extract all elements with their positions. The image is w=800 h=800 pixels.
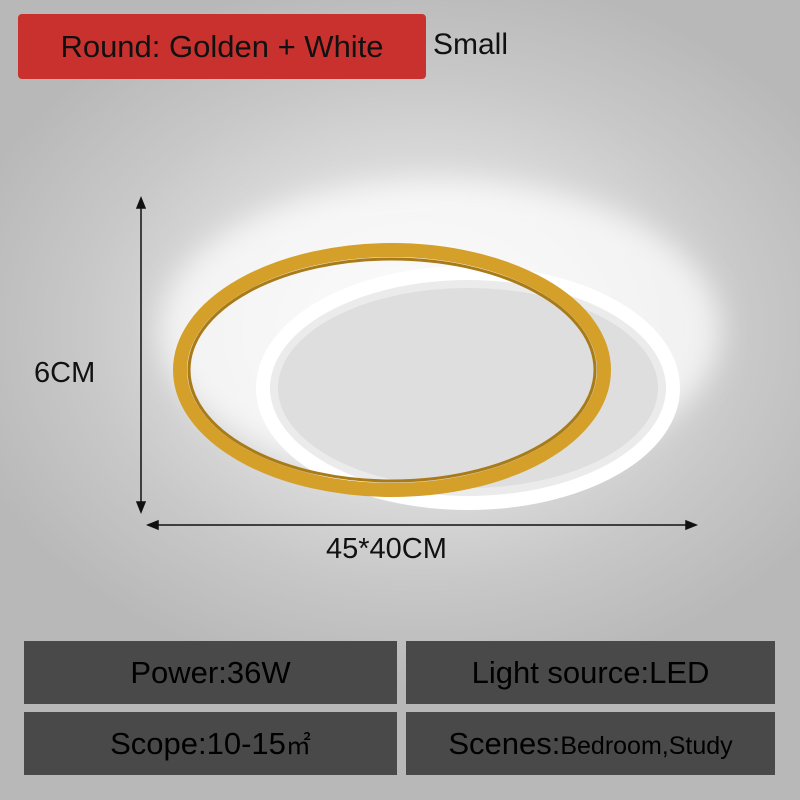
spec-scenes: Scenes:Bedroom,Study bbox=[406, 712, 775, 775]
height-dimension: 6CM bbox=[34, 357, 96, 389]
spec-scope: Scope:10-15㎡ bbox=[24, 712, 397, 775]
scope-unit: ㎡ bbox=[285, 732, 311, 760]
width-arrow bbox=[145, 519, 699, 531]
spec-power: Power:36W bbox=[24, 641, 397, 704]
size-label: Small bbox=[433, 28, 509, 61]
spec-light-source: Light source:LED bbox=[406, 641, 775, 704]
scenes-label: Scenes: bbox=[448, 726, 561, 761]
scope-value: Scope:10-15 bbox=[110, 726, 286, 761]
width-dimension: 45*40CM bbox=[326, 533, 447, 565]
variant-badge: Round: Golden + White bbox=[18, 14, 426, 79]
scenes-value: Bedroom,Study bbox=[560, 732, 733, 760]
height-arrow bbox=[135, 195, 147, 515]
gold-ring bbox=[173, 243, 611, 497]
